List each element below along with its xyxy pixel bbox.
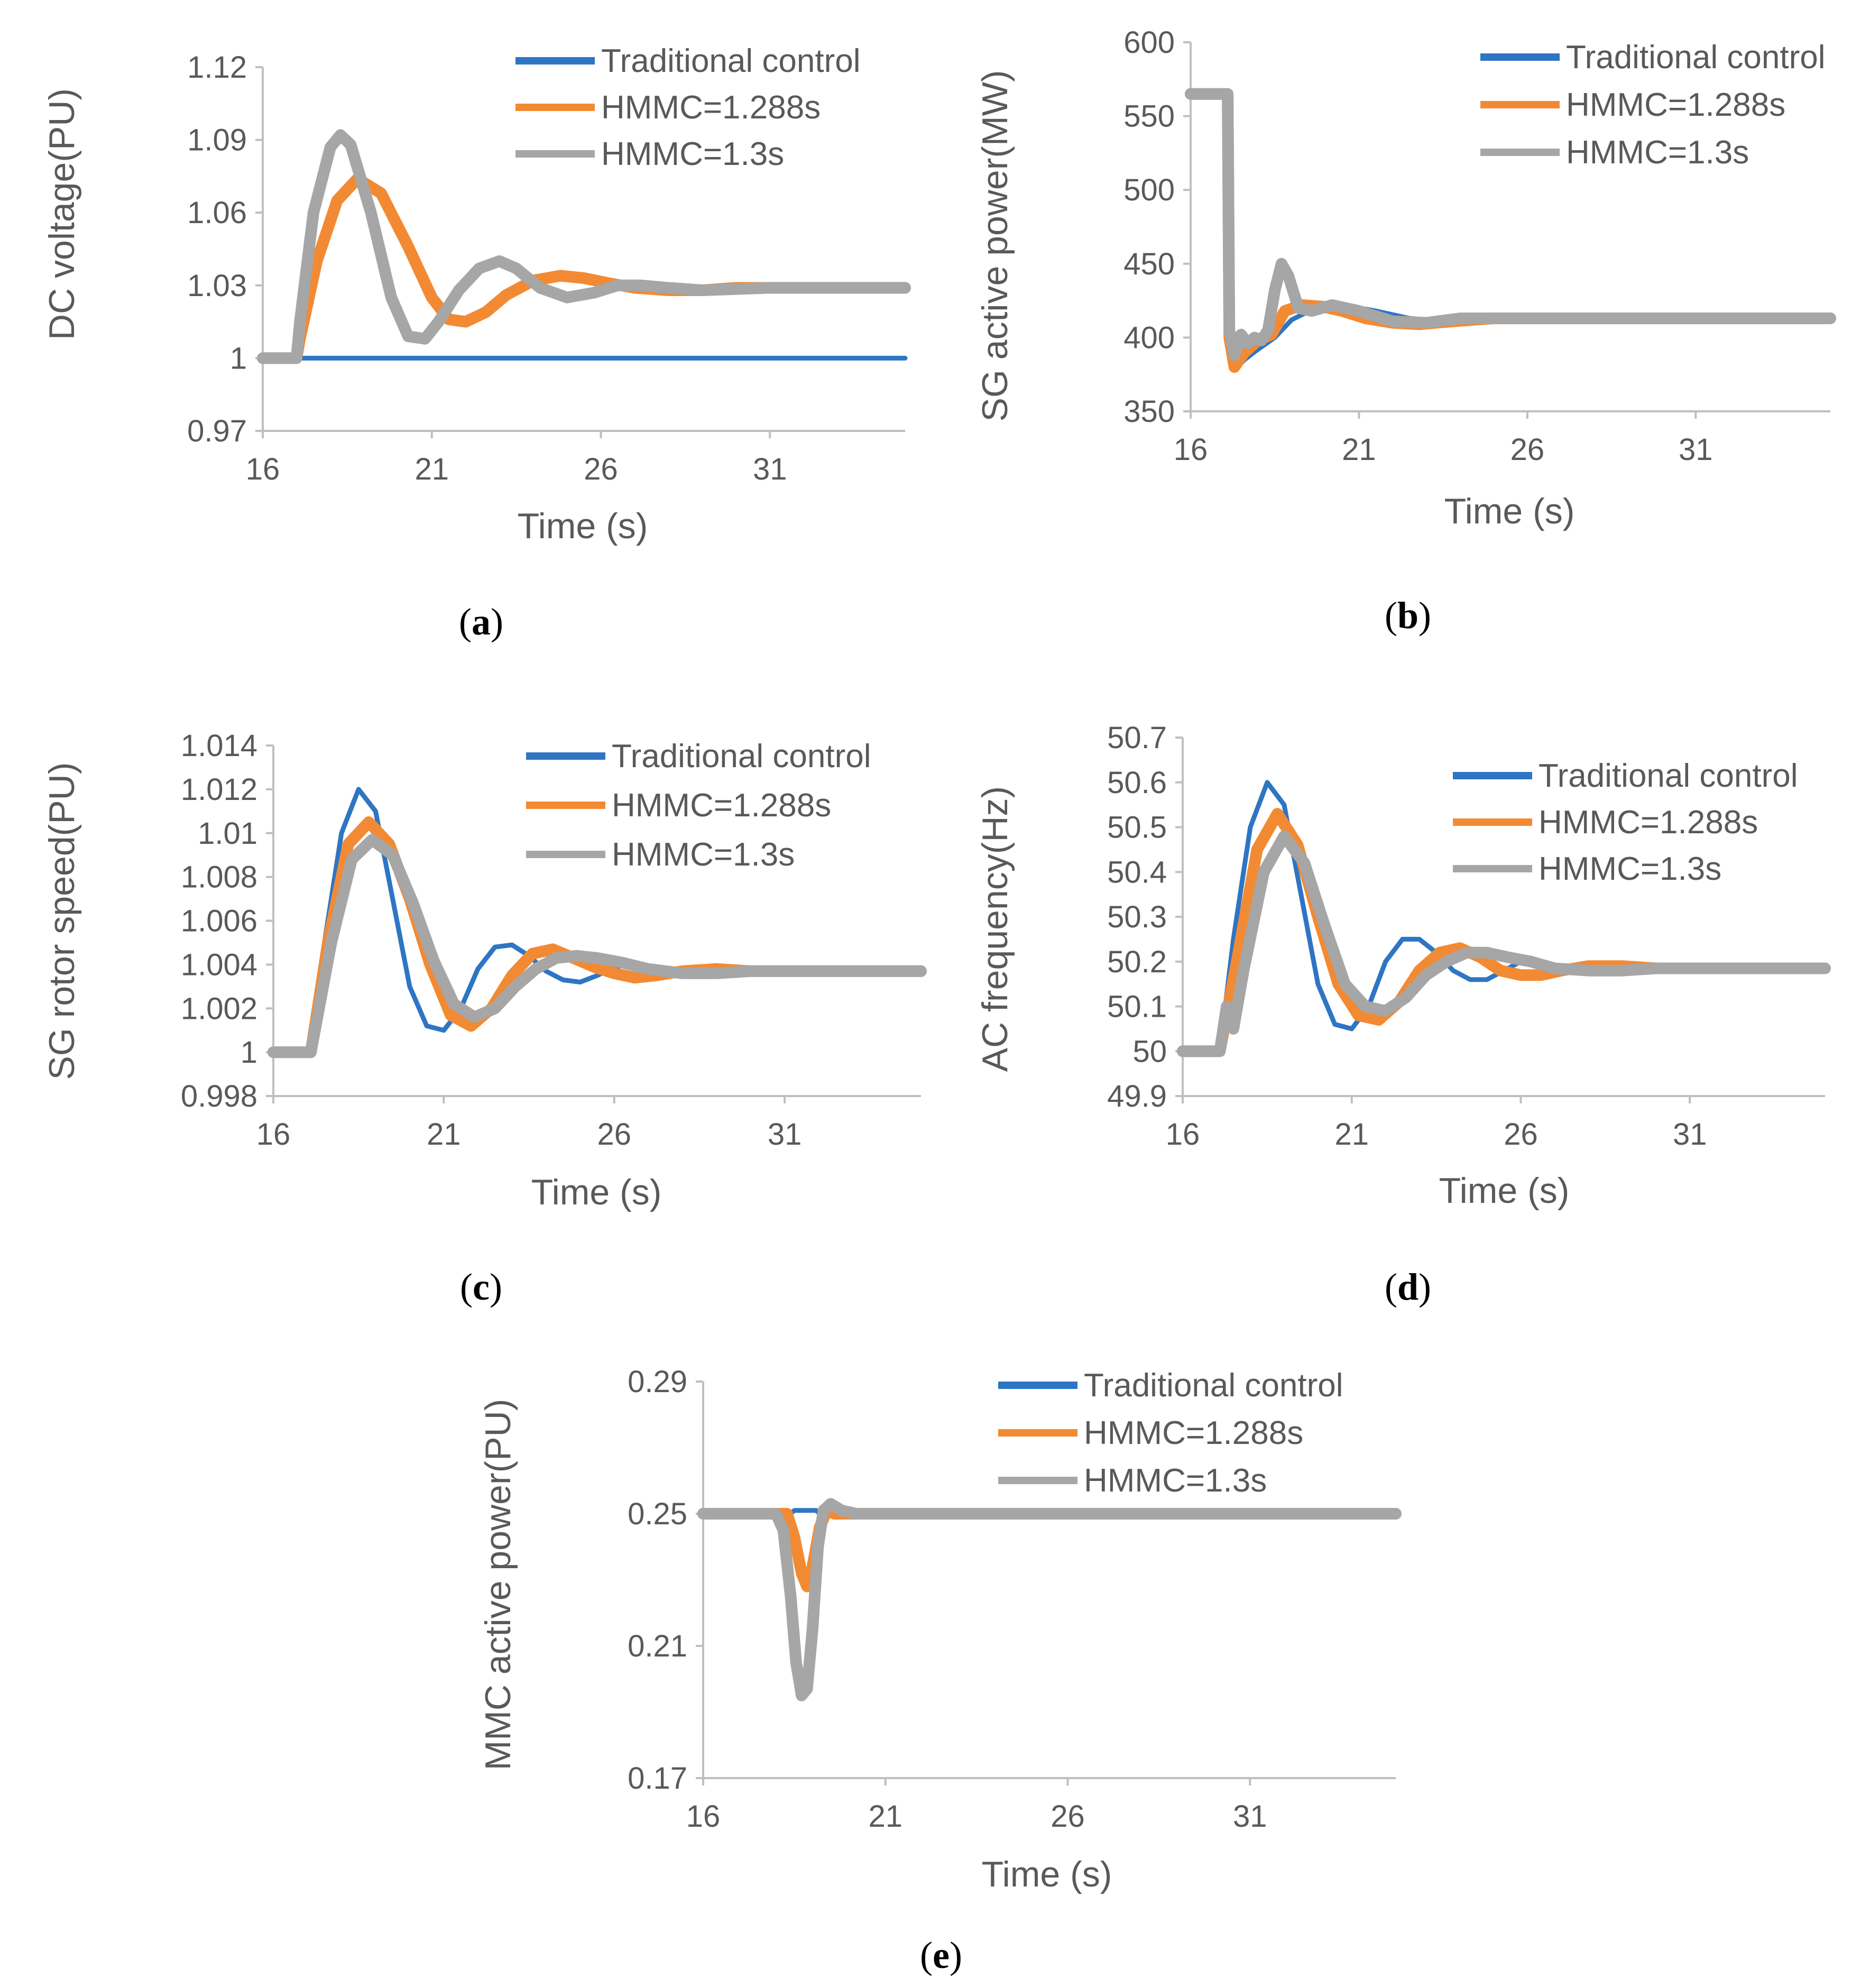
series-line-hmmc-13 (697, 1498, 1402, 1701)
xlabel-b: Time (s) (1444, 491, 1575, 531)
legend-label: Traditional control (1566, 39, 1826, 76)
y-tick-label: 1 (241, 1035, 257, 1070)
x-tick-label: 16 (1174, 432, 1208, 467)
x-tick-label: 21 (1334, 1117, 1369, 1152)
y-tick-label: 500 (1123, 173, 1175, 207)
xlabel-a: Time (s) (518, 506, 648, 546)
legend-label: HMMC=1.288s (1566, 87, 1785, 123)
panel-b: SG active power(MW) Time (s) (b) 350 400 4… (975, 25, 1836, 637)
x-tick-label: 26 (1051, 1799, 1085, 1834)
series-line-hmmc-13 (257, 129, 911, 364)
y-tick-label: 50.7 (1107, 721, 1167, 755)
x-tick-label: 26 (1504, 1117, 1538, 1152)
y-tick-label: 0.21 (628, 1629, 687, 1663)
legend-label: HMMC=1.3s (1566, 134, 1749, 171)
y-tick-label: 1.002 (181, 991, 257, 1026)
series-line-hmmc-13 (268, 834, 927, 1059)
series-line-hmmc-1288 (697, 1504, 1402, 1593)
y-tick-label: 0.97 (187, 414, 247, 448)
ylabel-e: MMC active power(PU) (478, 1399, 518, 1771)
y-tick-label: 50.4 (1107, 855, 1167, 889)
caption-d: (d) (1385, 1266, 1431, 1308)
x-tick-label: 31 (1673, 1117, 1707, 1152)
y-tick-label: 1.12 (187, 50, 247, 85)
x-tick-label: 31 (753, 452, 787, 486)
x-tick-label: 16 (686, 1799, 721, 1834)
legend-label: Traditional control (1539, 758, 1798, 794)
y-tick-label: 1.03 (187, 269, 247, 303)
xlabel-e: Time (s) (982, 1854, 1112, 1894)
x-tick-label: 21 (1342, 432, 1376, 467)
legend-label: Traditional control (601, 43, 861, 79)
caption-c: (c) (460, 1266, 502, 1308)
y-tick-label: 1.006 (181, 904, 257, 938)
x-tick-label: 26 (1510, 432, 1545, 467)
y-tick-label: 0.998 (181, 1079, 257, 1113)
xlabel-d: Time (s) (1439, 1171, 1570, 1211)
ylabel-d: AC frequency(Hz) (975, 786, 1015, 1072)
y-tick-label: 1.012 (181, 772, 257, 807)
series-line-hmmc-13 (1177, 830, 1831, 1057)
legend-label: HMMC=1.3s (1539, 851, 1721, 887)
legend-label: HMMC=1.288s (1084, 1415, 1303, 1451)
legend-label: HMMC=1.3s (601, 136, 784, 172)
legend-label: Traditional control (1084, 1367, 1343, 1404)
panel-e: MMC active power(PU) Time (s) (e) 0.17 0.… (478, 1365, 1402, 1976)
y-tick-label: 50.3 (1107, 900, 1167, 934)
x-tick-label: 26 (584, 452, 618, 486)
y-tick-label: 1 (230, 341, 247, 375)
y-tick-label: 450 (1123, 247, 1175, 281)
x-tick-label: 26 (597, 1117, 631, 1152)
y-tick-label: 0.29 (628, 1365, 687, 1399)
y-tick-label: 1.09 (187, 123, 247, 158)
y-tick-label: 1.008 (181, 860, 257, 895)
x-tick-label: 21 (414, 452, 449, 486)
y-tick-label: 1.06 (187, 196, 247, 230)
x-tick-label: 16 (1166, 1117, 1200, 1152)
y-tick-label: 49.9 (1107, 1079, 1167, 1113)
y-tick-label: 1.004 (181, 947, 257, 982)
legend-label: HMMC=1.288s (1539, 804, 1758, 841)
y-tick-label: 600 (1123, 25, 1175, 60)
panel-a: DC voltage(PU) Time (s) (a) 0.97 1 1.03 1.0… (42, 43, 911, 643)
x-tick-label: 31 (1679, 432, 1713, 467)
x-tick-label: 31 (768, 1117, 802, 1152)
ylabel-c: SG rotor speed(PU) (42, 762, 82, 1080)
xlabel-c: Time (s) (531, 1172, 662, 1212)
series-line-hmmc-1288 (257, 173, 911, 364)
x-tick-label: 16 (256, 1117, 291, 1152)
y-tick-label: 550 (1123, 99, 1175, 134)
legend-label: HMMC=1.3s (1084, 1462, 1267, 1499)
y-tick-label: 50.1 (1107, 990, 1167, 1024)
x-tick-label: 21 (427, 1117, 461, 1152)
caption-a: (a) (459, 601, 503, 643)
y-tick-label: 1.014 (181, 729, 257, 763)
panel-c: SG rotor speed(PU) Time (s) (c) 0.998 1 1.… (42, 729, 927, 1308)
y-tick-label: 0.17 (628, 1761, 687, 1796)
x-tick-label: 31 (1233, 1799, 1267, 1834)
y-tick-label: 50.5 (1107, 811, 1167, 845)
y-tick-label: 1.01 (198, 816, 257, 851)
legend-label: HMMC=1.288s (601, 89, 821, 126)
y-tick-label: 50.2 (1107, 945, 1167, 979)
x-tick-label: 16 (246, 452, 280, 486)
x-tick-label: 21 (868, 1799, 902, 1834)
legend-label: HMMC=1.288s (612, 787, 831, 824)
panel-d: AC frequency(Hz) Time (s) (d) 49.9 50 50.1… (975, 721, 1831, 1308)
series-line-hmmc-13 (1185, 88, 1836, 361)
caption-e: (e) (920, 1934, 962, 1976)
caption-b: (b) (1385, 594, 1431, 637)
ylabel-a: DC voltage(PU) (42, 88, 82, 340)
y-tick-label: 400 (1123, 320, 1175, 355)
legend-label: HMMC=1.3s (612, 836, 795, 873)
ylabel-b: SG active power(MW) (975, 70, 1015, 422)
legend-label: Traditional control (612, 738, 871, 775)
y-tick-label: 0.25 (628, 1497, 687, 1531)
y-tick-label: 50.6 (1107, 766, 1167, 800)
y-tick-label: 50 (1132, 1034, 1167, 1069)
y-tick-label: 350 (1123, 394, 1175, 429)
